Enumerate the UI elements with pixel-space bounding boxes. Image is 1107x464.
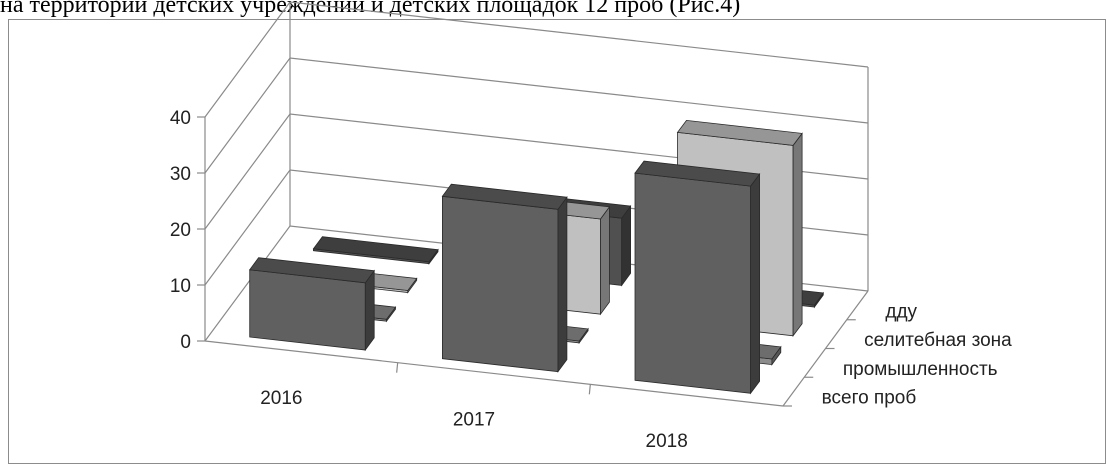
chart-bars: [248, 119, 825, 395]
x-tick-label-2018: 2018: [646, 431, 688, 452]
y-tick-label: 10: [170, 276, 191, 297]
bar-2016-series-0: [248, 257, 375, 352]
figure-caption: на территории детских учреждений и детск…: [0, 0, 741, 18]
bar-2018-series-0: [634, 160, 761, 395]
bar-2016-series-3: [312, 236, 439, 265]
x-tick-label-2016: 2016: [260, 388, 302, 409]
chart-labels: 0 10 20 30 40 2016 2017 2018 всего проб промышлен…: [170, 108, 1012, 452]
y-tick-label: 40: [170, 108, 191, 129]
x-tick-mark: [588, 384, 591, 395]
x-tick-mark: [396, 362, 399, 373]
series-label: дду: [885, 301, 917, 322]
series-label: промышленность: [843, 359, 998, 380]
bar-2017-series-0: [441, 183, 568, 373]
series-label: всего проб: [822, 388, 917, 409]
x-tick-label-2017: 2017: [453, 410, 495, 431]
series-label: селитебная зона: [864, 330, 1012, 351]
y-tick-label: 0: [180, 332, 191, 353]
y-tick-label: 20: [170, 220, 191, 241]
chart-walls: [204, 1, 869, 407]
floor-edge: [204, 340, 784, 407]
y-tick-label: 30: [170, 164, 191, 185]
